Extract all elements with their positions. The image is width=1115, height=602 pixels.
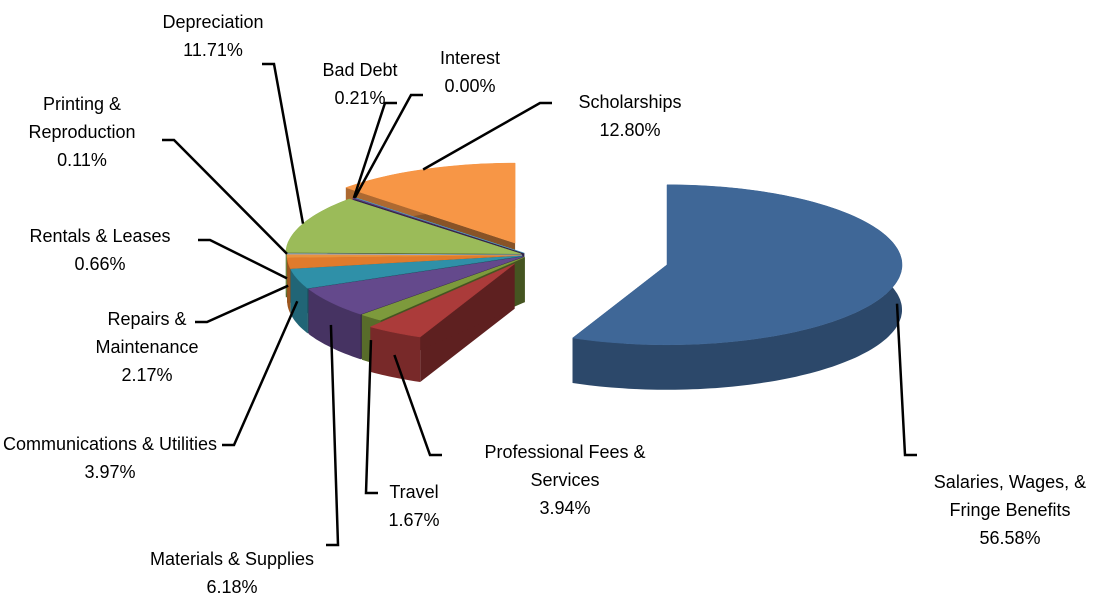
category-label: Rentals & Leases: [29, 226, 171, 246]
category-label: Bad Debt: [322, 60, 398, 80]
value-label: 3.97%: [84, 462, 136, 482]
slice-tops: [285, 162, 903, 346]
value-label: 0.11%: [57, 150, 107, 170]
slice-outer-side: [287, 257, 291, 314]
slice: [307, 256, 524, 315]
category-label: Repairs & Maintenance: [95, 309, 199, 357]
slice-outer-side: [370, 326, 421, 382]
leader-line: [326, 324, 340, 547]
data-label: Interest 0.00%: [420, 44, 520, 100]
leader-line: [352, 101, 397, 199]
category-label: Materials & Supplies: [149, 549, 315, 569]
data-label: Depreciation 11.71%: [133, 8, 293, 64]
slice: [361, 256, 525, 321]
category-label: Scholarships: [578, 92, 682, 112]
leader-line: [198, 238, 288, 280]
slice-outer-side: [308, 288, 361, 360]
leader-line: [262, 62, 305, 224]
data-label: Rentals & Leases 0.66%: [0, 222, 203, 278]
data-label: Materials & Supplies 6.18%: [107, 545, 357, 601]
category-label: Travel: [389, 482, 439, 502]
category-label: Interest: [439, 48, 501, 68]
slice: [290, 255, 523, 289]
data-label: Communications & Utilities 3.97%: [3, 430, 218, 486]
data-label: Repairs & Maintenance 2.17%: [82, 305, 212, 389]
category-label: Printing & Reproduction: [28, 94, 136, 142]
category-label: Professional Fees & Services: [484, 442, 646, 490]
category-label: Salaries, Wages, & Fringe Benefits: [933, 472, 1087, 520]
data-label: Scholarships 12.80%: [555, 88, 705, 144]
slice: [345, 162, 516, 244]
category-label: Communications & Utilities: [2, 434, 218, 454]
data-label: Travel 1.67%: [374, 478, 454, 534]
leader-line: [162, 138, 288, 255]
value-label: 56.58%: [979, 528, 1041, 548]
value-label: 11.71%: [183, 40, 243, 60]
leader-line: [393, 354, 442, 457]
leader-line: [353, 93, 423, 199]
leader-line: [364, 340, 378, 495]
leader-line: [195, 284, 289, 324]
value-label: 0.00%: [444, 76, 496, 96]
leader-line: [222, 300, 299, 447]
value-label: 2.17%: [121, 365, 173, 385]
slice-outer-side: [290, 269, 308, 334]
value-label: 0.21%: [334, 88, 386, 108]
value-label: 12.80%: [599, 120, 661, 140]
value-label: 6.18%: [206, 577, 258, 597]
slice: [286, 255, 523, 269]
leader-lines: [162, 62, 917, 547]
leader-line: [422, 101, 552, 171]
value-label: 1.67%: [388, 510, 440, 530]
value-label: 3.94%: [539, 498, 591, 518]
slice: [571, 184, 903, 346]
slice: [369, 263, 515, 338]
data-label: Printing & Reproduction 0.11%: [2, 90, 162, 174]
value-label: 0.66%: [74, 254, 126, 274]
leader-line: [895, 303, 917, 457]
category-label: Depreciation: [162, 12, 264, 32]
data-label: Salaries, Wages, & Fringe Benefits 56.58%: [915, 468, 1105, 552]
data-label: Professional Fees & Services 3.94%: [455, 438, 675, 522]
data-label: Bad Debt 0.21%: [305, 56, 415, 112]
